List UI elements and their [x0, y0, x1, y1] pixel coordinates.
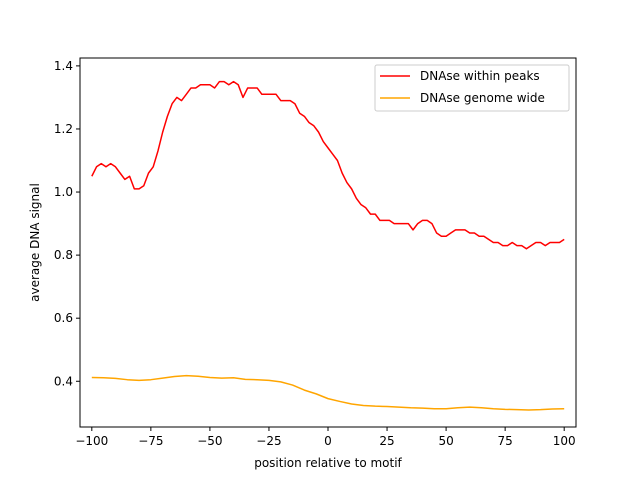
x-tick-label: 50 — [438, 434, 453, 448]
y-tick-label: 1.4 — [54, 59, 73, 73]
legend-box — [374, 64, 570, 112]
series-line-dnase-genome-wide — [91, 374, 565, 411]
x-tick-label: −100 — [75, 434, 108, 448]
x-axis-ticks: −100 −75 −50 −25 0 25 50 75 100 — [75, 427, 576, 448]
x-tick-label: −75 — [138, 434, 163, 448]
x-tick-label: 0 — [324, 434, 332, 448]
x-tick-label: 100 — [553, 434, 576, 448]
y-axis-ticks: 0.4 0.6 0.8 1.0 1.2 1.4 — [54, 59, 80, 388]
series-layer — [91, 80, 565, 411]
y-tick-label: 1.0 — [54, 185, 73, 199]
y-tick-label: 1.2 — [54, 122, 73, 136]
y-tick-label: 0.4 — [54, 374, 73, 388]
y-tick-label: 0.6 — [54, 311, 73, 325]
legend-entry-dnase-genome-wide: DNAse genome wide — [420, 91, 545, 105]
series-line-dnase-within-peaks — [91, 80, 565, 250]
y-tick-label: 0.8 — [54, 248, 73, 262]
x-tick-label: −25 — [256, 434, 281, 448]
legend: DNAse within peaks DNAse genome wide — [374, 64, 570, 112]
legend-entry-dnase-within-peaks: DNAse within peaks — [420, 69, 540, 83]
x-tick-label: −50 — [197, 434, 222, 448]
x-tick-label: 25 — [379, 434, 394, 448]
x-tick-label: 75 — [498, 434, 513, 448]
x-axis-label: position relative to motif — [254, 456, 402, 470]
y-axis-label: average DNA signal — [28, 183, 42, 302]
